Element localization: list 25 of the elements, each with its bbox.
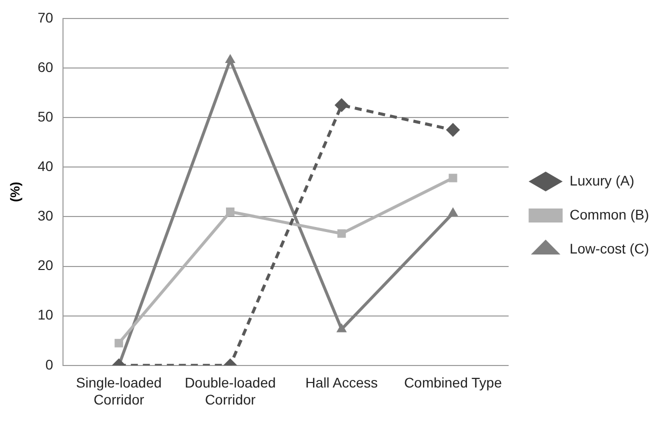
point xyxy=(225,54,236,64)
y-tick-label: 30 xyxy=(38,208,54,224)
y-tick-label: 60 xyxy=(38,58,54,75)
y-tick-label: 50 xyxy=(38,108,54,124)
y-tick-label: 40 xyxy=(38,158,54,174)
y-tick-label: 70 xyxy=(38,9,54,26)
point xyxy=(226,207,234,216)
legend-label: Common (B) xyxy=(570,206,650,222)
point xyxy=(337,229,346,238)
point xyxy=(114,338,124,348)
x-tick-label: Double-loaded Corridor xyxy=(184,374,276,408)
y-tick-label: 0 xyxy=(45,356,54,372)
legend-label: Low-cost (C) xyxy=(570,240,650,256)
y-axis-title: (%) xyxy=(7,182,22,202)
y-tick-label: 10 xyxy=(38,306,54,323)
x-tick-label: Hall Access xyxy=(305,374,378,391)
point xyxy=(448,207,458,216)
point xyxy=(446,122,460,137)
y-tick-label: 20 xyxy=(38,257,54,274)
point xyxy=(334,98,349,112)
x-tick-label: Combined Type xyxy=(404,374,502,391)
point xyxy=(448,174,458,182)
point xyxy=(336,323,347,332)
x-tick-label: Single-loaded Corridor xyxy=(76,374,162,408)
legend-label: Luxury (A) xyxy=(570,172,634,188)
